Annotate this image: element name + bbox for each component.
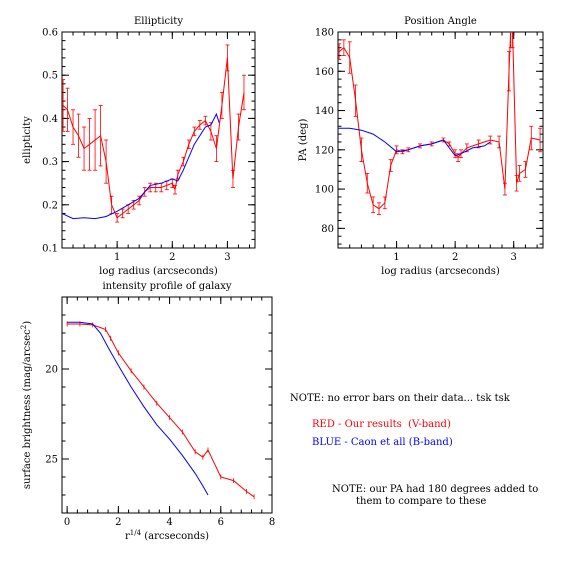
x-tick-label: 8: [269, 517, 275, 528]
data-area: [66, 321, 255, 500]
legend-blue: BLUE - Caon et all (B-band): [312, 437, 453, 448]
chart-title: intensity profile of galaxy: [102, 281, 231, 292]
y-tick-label: 160: [315, 67, 334, 78]
x-tick-label: 2: [169, 252, 175, 263]
y-tick-label: 0.4: [42, 114, 58, 125]
chart-title: Ellipticity: [134, 16, 183, 27]
plot-frame: [337, 31, 544, 249]
blue-series-line: [338, 127, 491, 157]
ellipticity-panel: Ellipticity 1 2 3 0.1 0.2 0.3 0.4 0.5 0.6 log radi…: [22, 16, 256, 277]
plot-frame: [61, 31, 256, 249]
position-angle-panel: Position Angle 1 2 3 80 100 120 140 160 180 log ra…: [298, 16, 544, 277]
note-pa-offset-line2: them to compare to these: [356, 496, 487, 507]
chart-title: Position Angle: [404, 16, 477, 27]
x-tick-label: 1: [393, 252, 399, 263]
x-axis-label: r1/4 (arcseconds): [125, 529, 209, 542]
y-tick-label: 0.2: [42, 200, 58, 211]
y-axis-label: ellipticity: [22, 116, 33, 164]
x-tick-label: 6: [218, 517, 224, 528]
y-axis-label: PA (deg): [298, 119, 309, 162]
blue-series-line: [67, 321, 209, 496]
y-tick-label: 180: [315, 28, 334, 39]
x-tick-label: 2: [452, 252, 458, 263]
y-tick-label: 80: [321, 224, 334, 235]
blue-series-line: [62, 112, 220, 220]
x-tick-label: 1: [114, 252, 120, 263]
x-tick-label: 3: [224, 252, 230, 263]
y-tick-label: 20: [45, 365, 58, 376]
x-tick-label: 2: [115, 517, 121, 528]
y-tick-label: 140: [315, 106, 334, 117]
y-axis-label: surface brightness (mag/arcsec2): [20, 321, 33, 489]
y-tick-label: 0.6: [42, 28, 58, 39]
x-axis-label: log radius (arcseconds): [381, 266, 500, 277]
y-tick-label: 0.3: [42, 157, 58, 168]
y-tick-label: 120: [315, 145, 334, 156]
data-area: [62, 44, 246, 223]
note-no-error-bars: NOTE: no error bars on their data... tsk…: [290, 393, 510, 404]
y-tick-label: 0.5: [42, 71, 58, 82]
red-series-line: [67, 323, 255, 498]
y-tick-label: 0.1: [42, 244, 58, 255]
y-tick-label: 100: [315, 185, 334, 196]
x-tick-label: 0: [64, 517, 70, 528]
red-series-line: [62, 57, 245, 219]
legend-red: RED - Our results (V-band): [312, 419, 451, 430]
y-tick-label: 25: [45, 455, 58, 466]
plot-frame: [61, 296, 273, 514]
x-axis-label: log radius (arcseconds): [99, 266, 218, 277]
intensity-profile-panel: intensity profile of galaxy 0 2 4 6 8 20 25 r1/4…: [20, 281, 275, 542]
x-tick-label: 4: [166, 517, 172, 528]
x-tick-label: 3: [511, 252, 517, 263]
note-pa-offset-line1: NOTE: our PA had 180 degrees added to: [332, 484, 539, 495]
data-area: [338, 32, 543, 216]
red-series-line: [338, 32, 541, 210]
